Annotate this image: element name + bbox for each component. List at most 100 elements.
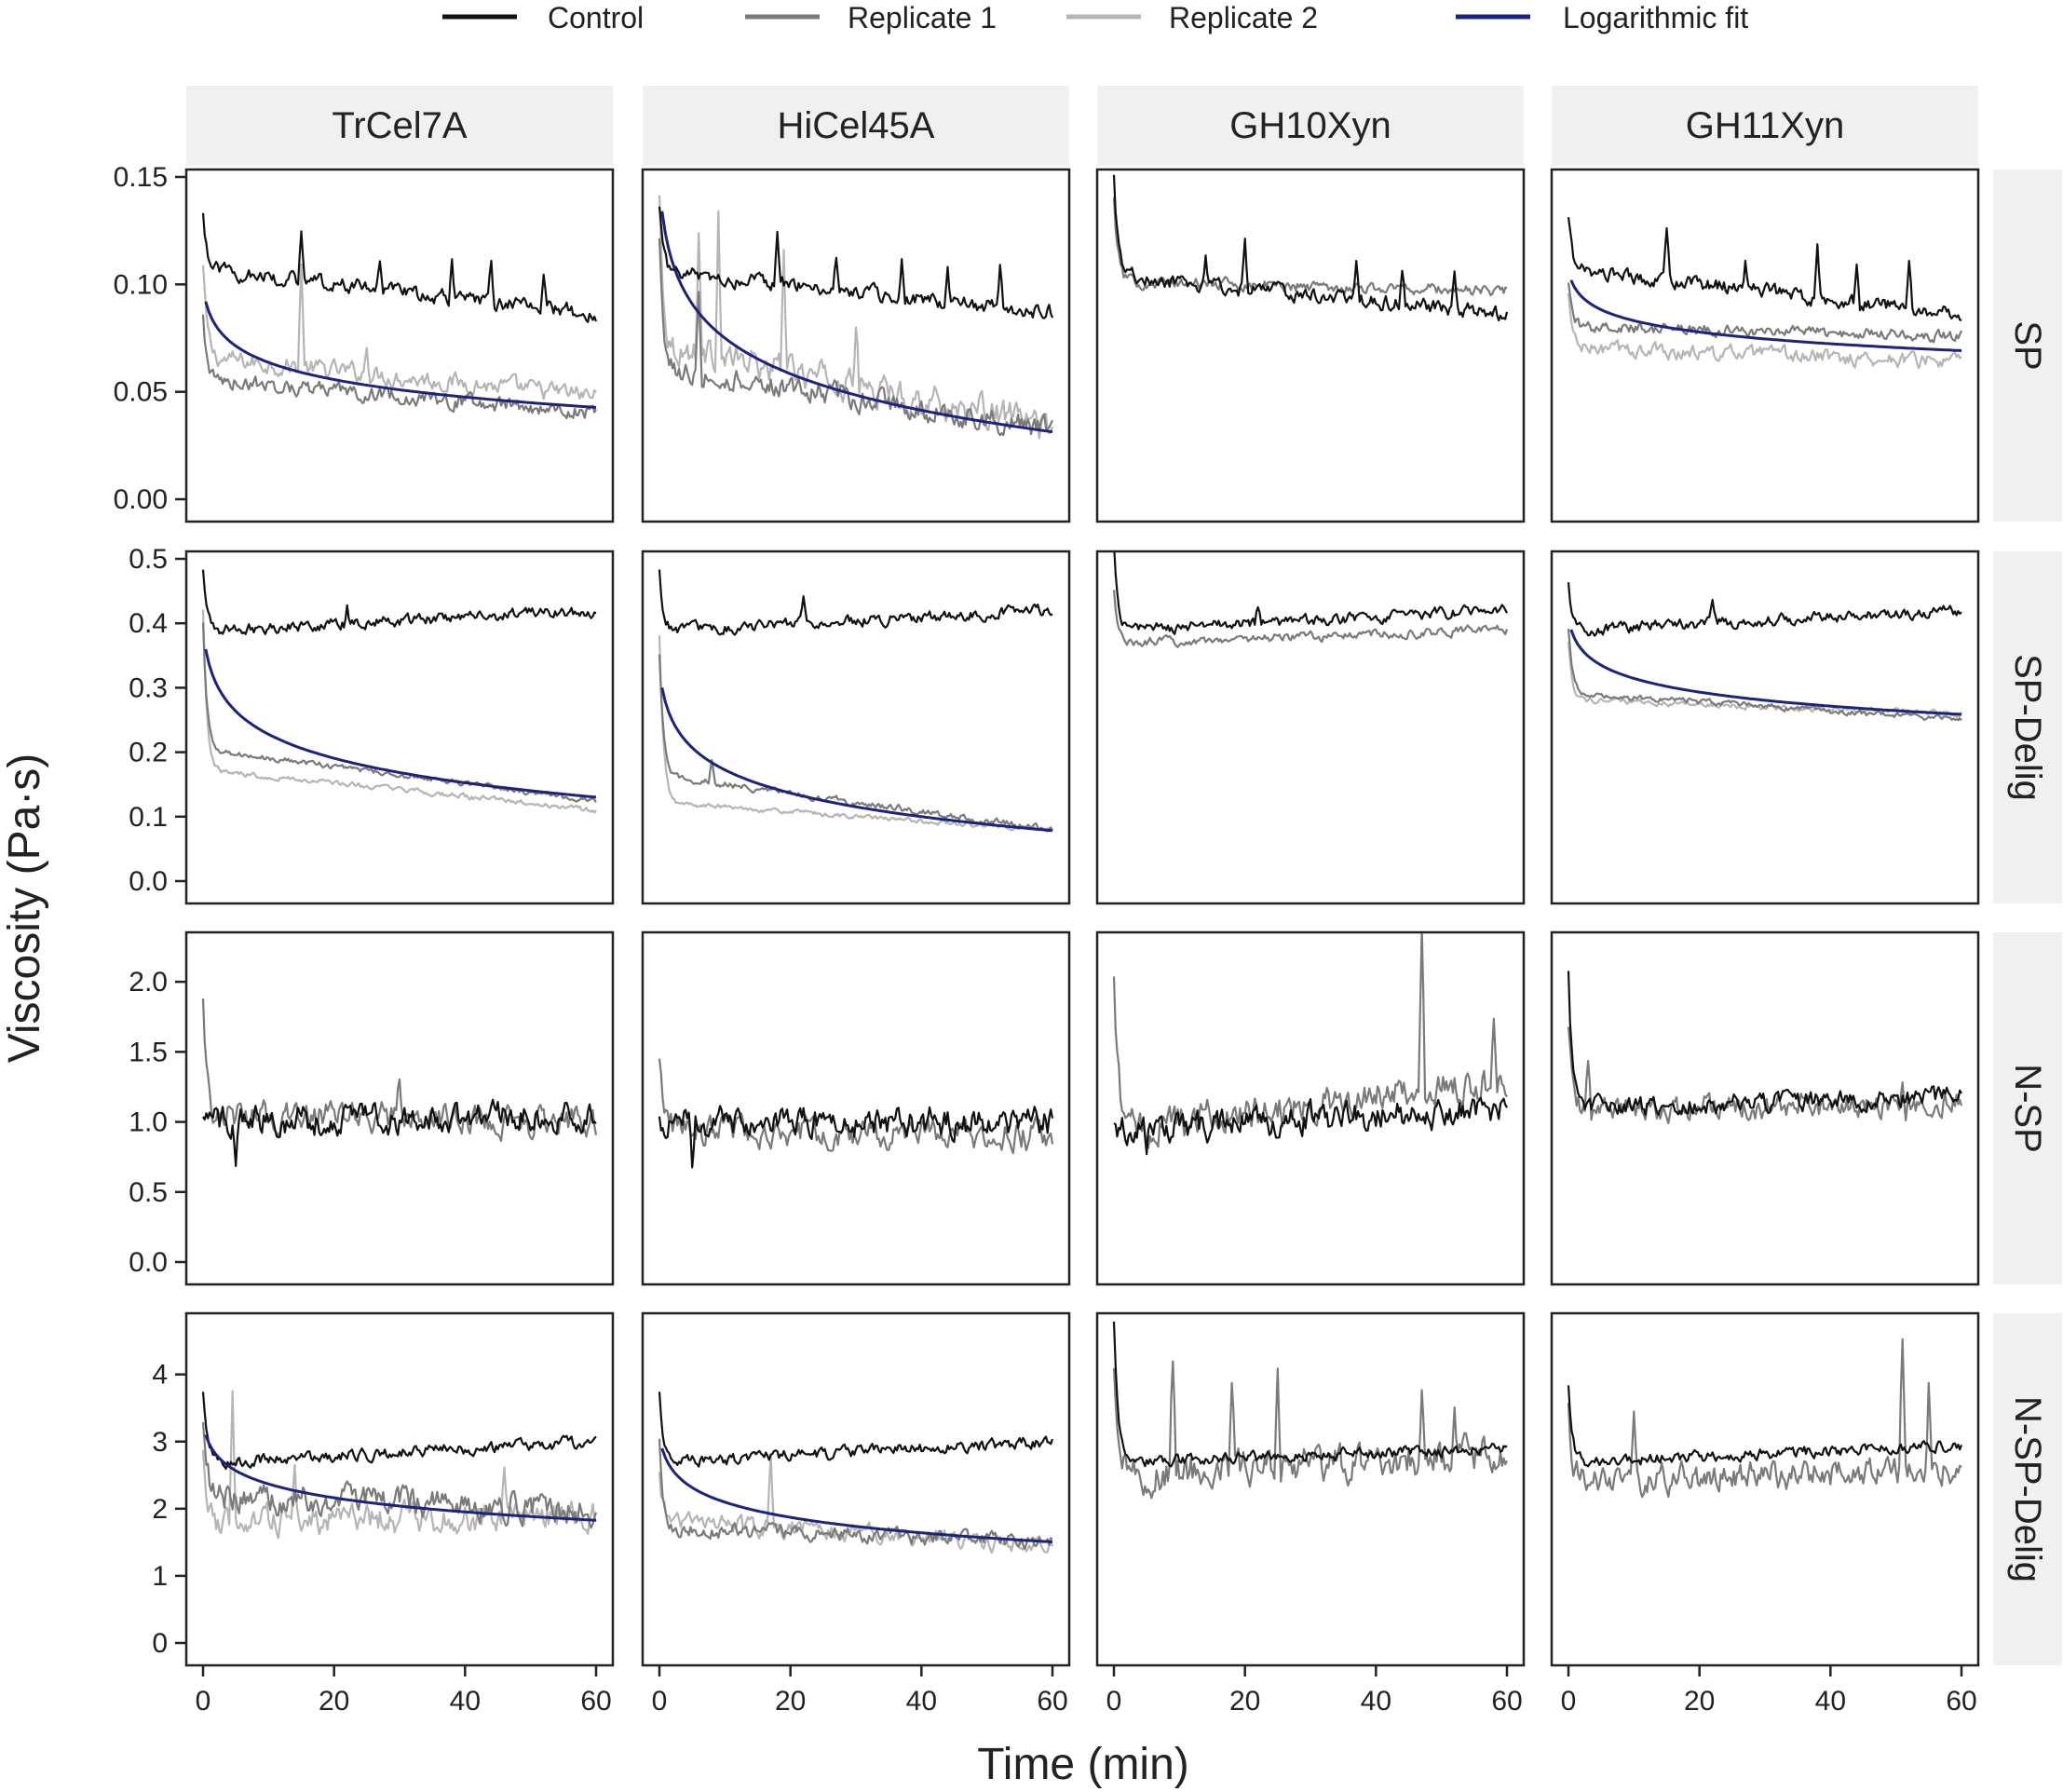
column-label-gh10xyn: GH10Xyn	[1229, 105, 1391, 146]
panel-n-sp-delig-trcel7a-replicate-2-line	[201, 1390, 598, 1540]
panel-sp-trcel7a-replicate-1-line	[201, 314, 597, 420]
y-tick-label-n-sp-delig-2: 2	[152, 1494, 168, 1525]
y-tick-label-n-sp-delig-3: 3	[152, 1427, 168, 1458]
panel-sp-trcel7a-logarithmic-fit-line	[204, 301, 597, 409]
y-tick-label-sp-delig-4: 0.4	[129, 608, 168, 639]
x-tick-label-trcel7a-0: 0	[196, 1686, 211, 1717]
panel-sp-gh11xyn	[1550, 168, 1980, 523]
panel-n-sp-trcel7a-control-line	[202, 1098, 597, 1167]
y-tick-label-sp-delig-3: 0.3	[129, 672, 168, 703]
column-strip-gh11xyn	[1552, 86, 1978, 166]
x-tick-label-hicel45a-3: 60	[1037, 1686, 1067, 1717]
panel-sp-delig-hicel45a-logarithmic-fit-line	[660, 687, 1053, 833]
panel-sp-delig-gh11xyn-replicate-1-line	[1567, 629, 1962, 722]
panel-sp-gh11xyn-logarithmic-fit-line	[1569, 279, 1962, 352]
column-strip-hicel45a	[643, 86, 1069, 166]
y-tick-label-n-sp-delig-0: 0	[152, 1628, 168, 1659]
panel-n-sp-delig-hicel45a: 0 20 40 60	[641, 1311, 1071, 1717]
y-tick-label-sp-delig-1: 0.1	[129, 802, 168, 833]
panel-sp-delig-trcel7a-replicate-2-line	[201, 609, 597, 814]
panel-sp-delig-trcel7a: 0.0 0.1 0.2 0.3 0.4 0.5	[129, 544, 615, 905]
x-tick-label-gh10xyn-1: 20	[1229, 1686, 1260, 1717]
x-tick-label-hicel45a-1: 20	[775, 1686, 806, 1717]
panel-n-sp-delig-trcel7a-frame	[184, 1311, 615, 1667]
panel-sp-delig-hicel45a-frame	[641, 550, 1071, 905]
panel-n-sp-delig-hicel45a-logarithmic-fit-line	[660, 1447, 1053, 1543]
column-label-hicel45a: HiCel45A	[778, 105, 935, 146]
row-label-sp: SP	[2007, 320, 2048, 370]
row-strip-sp-delig	[1993, 551, 2062, 903]
panel-n-sp-hicel45a-frame	[641, 930, 1071, 1286]
x-tick-label-trcel7a-1: 20	[319, 1686, 349, 1717]
y-tick-label-sp-3: 0.15	[114, 162, 168, 193]
y-tick-label-n-sp-delig-4: 4	[152, 1360, 168, 1391]
legend-label-replicate-2: Replicate 2	[1169, 1, 1318, 34]
y-tick-label-n-sp-4: 2.0	[129, 967, 168, 998]
panel-n-sp-delig-trcel7a-control-line	[201, 1392, 597, 1471]
x-tick-label-hicel45a-2: 40	[906, 1686, 937, 1717]
panel-n-sp-delig-trcel7a-replicate-1-line	[201, 1422, 598, 1529]
column-label-gh11xyn: GH11Xyn	[1686, 105, 1844, 146]
panel-n-sp-delig-gh10xyn-replicate-1-line	[1112, 1360, 1508, 1500]
x-tick-label-gh11xyn-3: 60	[1946, 1686, 1976, 1717]
x-tick-label-gh10xyn-2: 40	[1361, 1686, 1391, 1717]
panel-n-sp-gh10xyn-control-line	[1113, 1096, 1508, 1156]
y-tick-label-n-sp-1: 0.5	[129, 1177, 168, 1208]
panel-n-sp-hicel45a-replicate-1-line	[658, 1058, 1054, 1155]
panel-sp-hicel45a-replicate-1-line	[658, 238, 1053, 437]
y-tick-label-sp-0: 0.00	[114, 484, 168, 515]
y-axis-title: Viscosity (Pa·s)	[0, 753, 49, 1064]
panel-sp-trcel7a: 0.00 0.05 0.10 0.15	[114, 162, 615, 523]
panel-sp-delig-gh11xyn-logarithmic-fit-line	[1569, 629, 1962, 716]
panel-sp-delig-gh10xyn-replicate-1-line	[1112, 590, 1509, 648]
panel-sp-hicel45a-logarithmic-fit-line	[660, 210, 1053, 434]
panel-n-sp-trcel7a-replicate-1-line	[201, 998, 598, 1143]
x-axis-title: Time (min)	[977, 1740, 1189, 1789]
row-label-n-sp-delig: N-SP-Delig	[2007, 1396, 2048, 1582]
panel-sp-hicel45a-control-line	[658, 206, 1054, 319]
panel-n-sp-delig-hicel45a-replicate-1-line	[658, 1438, 1053, 1550]
column-strip-headers: TrCel7A HiCel45A GH10Xyn GH11Xyn	[186, 86, 1978, 166]
panel-sp-delig-trcel7a-frame	[184, 550, 615, 905]
panel-sp-gh11xyn-replicate-2-line	[1567, 292, 1962, 370]
panel-sp-delig-trcel7a-control-line	[201, 569, 597, 635]
x-tick-label-gh11xyn-0: 0	[1561, 1686, 1577, 1717]
legend-label-replicate-1: Replicate 1	[848, 1, 997, 34]
x-tick-label-gh11xyn-1: 20	[1684, 1686, 1715, 1717]
panel-sp-delig-hicel45a	[641, 550, 1071, 905]
panel-n-sp-gh10xyn	[1095, 930, 1526, 1286]
panel-n-sp-delig-hicel45a-control-line	[658, 1392, 1054, 1468]
y-tick-label-n-sp-2: 1.0	[129, 1107, 168, 1138]
panel-sp-delig-gh11xyn-replicate-2-line	[1567, 641, 1962, 719]
panel-n-sp-hicel45a	[641, 930, 1071, 1286]
row-strip-headers: SP SP-Delig N-SP N-SP-Delig	[1993, 170, 2062, 1665]
x-tick-label-gh11xyn-2: 40	[1815, 1686, 1846, 1717]
legend-label-control: Control	[548, 1, 644, 34]
column-strip-trcel7a	[186, 86, 613, 166]
panel-n-sp-delig-gh10xyn-frame	[1095, 1311, 1526, 1667]
y-tick-label-sp-delig-5: 0.5	[129, 544, 168, 575]
column-strip-gh10xyn	[1097, 86, 1524, 166]
y-tick-label-sp-1: 0.05	[114, 377, 168, 408]
panel-n-sp-trcel7a-frame	[184, 930, 615, 1286]
y-tick-label-n-sp-0: 0.0	[129, 1247, 168, 1278]
row-label-sp-delig: SP-Delig	[2007, 654, 2048, 801]
panel-sp-delig-gh11xyn-frame	[1550, 550, 1980, 905]
panel-sp-delig-gh11xyn	[1550, 550, 1980, 905]
row-label-n-sp: N-SP	[2007, 1064, 2048, 1153]
panel-sp-trcel7a-replicate-2-line	[201, 263, 597, 400]
legend-label-logarithmic-fit: Logarithmic fit	[1563, 1, 1748, 34]
y-tick-label-n-sp-3: 1.5	[129, 1037, 168, 1067]
x-tick-label-trcel7a-2: 40	[450, 1686, 481, 1717]
panel-n-sp-delig-trcel7a-logarithmic-fit-line	[204, 1433, 597, 1522]
panel-sp-delig-trcel7a-replicate-1-line	[201, 622, 597, 804]
row-strip-n-sp-delig	[1993, 1313, 2062, 1665]
x-tick-label-hicel45a-0: 0	[652, 1686, 668, 1717]
panel-n-sp-delig-hicel45a-frame	[641, 1311, 1071, 1667]
panel-sp-gh10xyn-control-line	[1112, 174, 1509, 322]
y-tick-label-sp-delig-0: 0.0	[129, 866, 168, 897]
panel-sp-delig-hicel45a-control-line	[658, 569, 1053, 636]
panel-sp-hicel45a	[641, 168, 1071, 523]
